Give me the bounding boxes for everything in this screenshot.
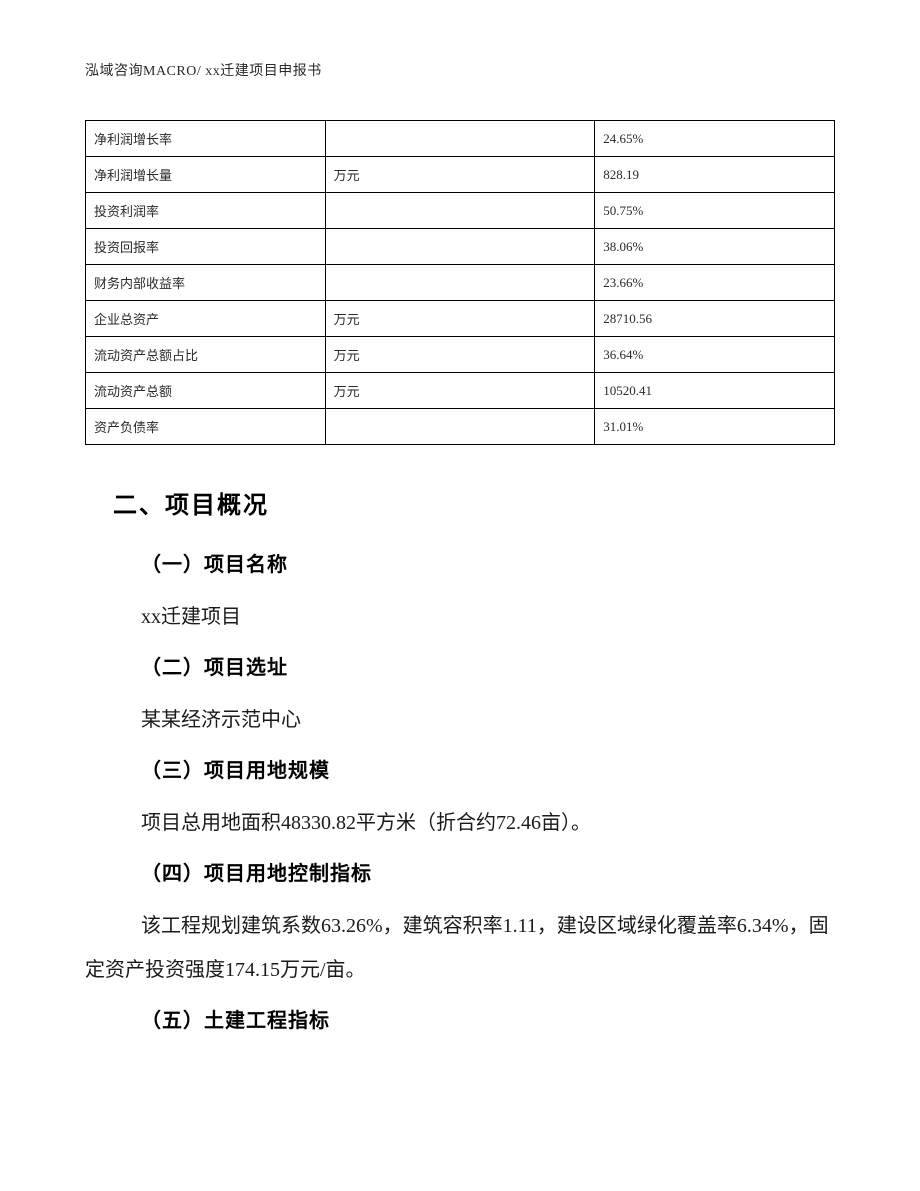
cell-unit: [325, 265, 595, 301]
cell-unit: 万元: [325, 337, 595, 373]
subsection-heading: （一）项目名称: [85, 548, 835, 577]
cell-indicator: 净利润增长率: [86, 121, 326, 157]
cell-unit: [325, 121, 595, 157]
cell-unit: [325, 193, 595, 229]
cell-indicator: 财务内部收益率: [86, 265, 326, 301]
subsection-body: 某某经济示范中心: [85, 698, 835, 742]
subsection-body: xx迁建项目: [85, 595, 835, 639]
cell-indicator: 资产负债率: [86, 409, 326, 445]
table-row: 投资回报率 38.06%: [86, 229, 835, 265]
cell-value: 828.19: [595, 157, 835, 193]
subsection-body: 项目总用地面积48330.82平方米（折合约72.46亩）。: [85, 801, 835, 845]
table-row: 净利润增长量 万元 828.19: [86, 157, 835, 193]
document-page: 泓域咨询MACRO/ xx迁建项目申报书 净利润增长率 24.65% 净利润增长…: [0, 0, 920, 1191]
table-row: 投资利润率 50.75%: [86, 193, 835, 229]
cell-value: 50.75%: [595, 193, 835, 229]
cell-value: 36.64%: [595, 337, 835, 373]
cell-value: 24.65%: [595, 121, 835, 157]
cell-indicator: 企业总资产: [86, 301, 326, 337]
financial-indicators-table: 净利润增长率 24.65% 净利润增长量 万元 828.19 投资利润率 50.…: [85, 120, 835, 445]
cell-value: 23.66%: [595, 265, 835, 301]
subsection-body: 该工程规划建筑系数63.26%，建筑容积率1.11，建设区域绿化覆盖率6.34%…: [85, 904, 835, 992]
table-row: 流动资产总额占比 万元 36.64%: [86, 337, 835, 373]
cell-value: 10520.41: [595, 373, 835, 409]
table-row: 企业总资产 万元 28710.56: [86, 301, 835, 337]
cell-value: 38.06%: [595, 229, 835, 265]
section-title: 二、项目概况: [85, 485, 835, 520]
table-row: 财务内部收益率 23.66%: [86, 265, 835, 301]
cell-unit: 万元: [325, 157, 595, 193]
cell-indicator: 净利润增长量: [86, 157, 326, 193]
cell-value: 28710.56: [595, 301, 835, 337]
subsection-heading: （二）项目选址: [85, 651, 835, 680]
subsection-heading: （三）项目用地规模: [85, 754, 835, 783]
cell-unit: [325, 409, 595, 445]
cell-indicator: 流动资产总额: [86, 373, 326, 409]
cell-indicator: 投资利润率: [86, 193, 326, 229]
table-row: 净利润增长率 24.65%: [86, 121, 835, 157]
cell-indicator: 流动资产总额占比: [86, 337, 326, 373]
page-header: 泓域咨询MACRO/ xx迁建项目申报书: [85, 60, 835, 80]
subsection-heading: （四）项目用地控制指标: [85, 857, 835, 886]
cell-unit: 万元: [325, 301, 595, 337]
table-row: 流动资产总额 万元 10520.41: [86, 373, 835, 409]
cell-unit: [325, 229, 595, 265]
table-row: 资产负债率 31.01%: [86, 409, 835, 445]
cell-value: 31.01%: [595, 409, 835, 445]
cell-indicator: 投资回报率: [86, 229, 326, 265]
cell-unit: 万元: [325, 373, 595, 409]
subsection-heading: （五）土建工程指标: [85, 1004, 835, 1033]
